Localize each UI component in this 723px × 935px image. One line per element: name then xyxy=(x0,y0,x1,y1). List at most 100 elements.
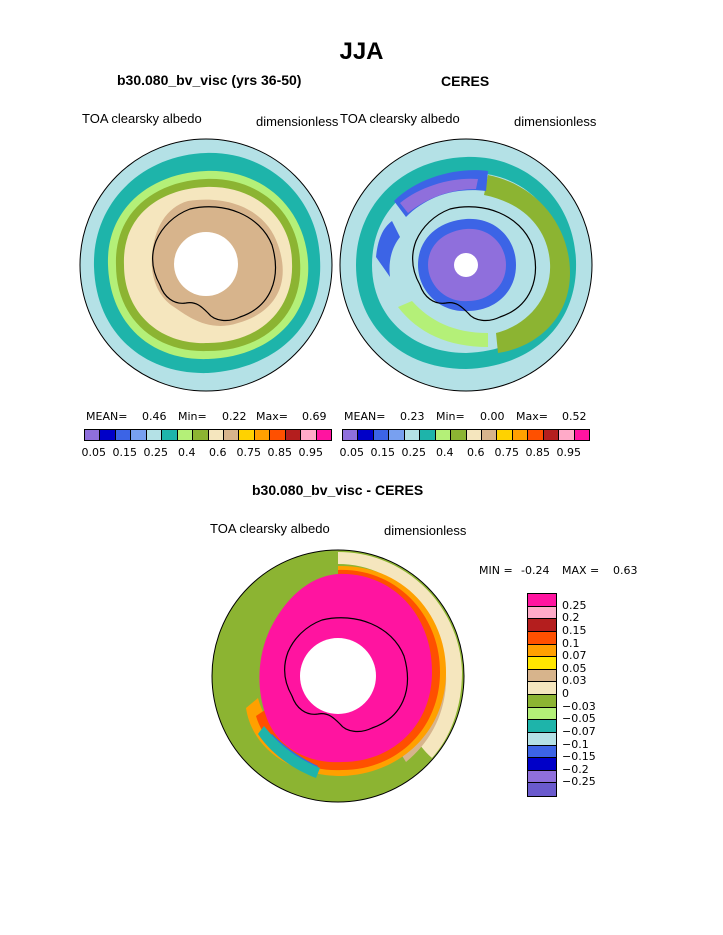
colorbar-tick-label: 0.25 xyxy=(143,446,169,459)
colorbar-tick-label: 0.15 xyxy=(112,446,138,459)
colorbar-swatch xyxy=(528,644,556,658)
panel2-mean-value: 0.23 xyxy=(400,410,425,423)
panel1-right-label: dimensionless xyxy=(256,114,339,129)
panel3-max-label: MAX = xyxy=(562,564,600,577)
colorbar-swatch xyxy=(358,430,374,440)
colorbar-tick-label: 0.85 xyxy=(267,446,293,459)
p1-coastline xyxy=(151,206,276,322)
colorbar-tick-label: 0.25 xyxy=(562,598,587,612)
panel2-right-label: dimensionless xyxy=(514,114,597,129)
panel2-colorbar xyxy=(342,429,590,441)
colorbar-tick-label: 0.03 xyxy=(562,674,587,688)
colorbar-tick-label: −0.15 xyxy=(562,750,596,764)
colorbar-swatch xyxy=(528,669,556,683)
colorbar-swatch xyxy=(115,430,132,440)
colorbar-tick-label: 0.6 xyxy=(209,446,227,459)
p2-band-blue-west xyxy=(376,221,400,277)
panel2-mean-label: MEAN= xyxy=(344,410,386,423)
colorbar-swatch xyxy=(543,430,560,440)
colorbar-swatch xyxy=(528,619,556,632)
colorbar-swatch xyxy=(223,430,240,440)
panel1-map xyxy=(79,138,333,392)
colorbar-swatch xyxy=(193,430,209,440)
panel2-min-label: Min= xyxy=(436,410,465,423)
p2-ring-green-south xyxy=(398,301,488,347)
colorbar-swatch xyxy=(528,606,556,620)
colorbar-swatch xyxy=(528,631,556,645)
p3-patch-teal xyxy=(258,726,320,778)
colorbar-swatch xyxy=(131,430,147,440)
p2-band-purple xyxy=(400,178,478,213)
colorbar-swatch xyxy=(528,732,556,746)
panel1-mean-label: MEAN= xyxy=(86,410,128,423)
colorbar-tick-label: 0.15 xyxy=(370,446,396,459)
p2-map-border xyxy=(339,138,593,392)
colorbar-swatch xyxy=(574,430,589,440)
colorbar-swatch xyxy=(404,430,421,440)
colorbar-tick-label: −0.25 xyxy=(562,775,596,789)
colorbar-swatch xyxy=(528,758,556,771)
panel3-left-label: TOA clearsky albedo xyxy=(210,521,330,536)
panel3-title: b30.080_bv_visc - CERES xyxy=(252,482,424,498)
colorbar-swatch xyxy=(100,430,116,440)
panel3-min-label: MIN = xyxy=(479,564,513,577)
p3-map-border xyxy=(211,549,465,803)
p1-pole-hole xyxy=(174,232,238,296)
main-title: JJA xyxy=(339,38,384,65)
colorbar-swatch xyxy=(85,430,101,440)
colorbar-tick-label: −0.07 xyxy=(562,724,596,738)
colorbar-swatch xyxy=(285,430,302,440)
colorbar-swatch xyxy=(435,430,452,440)
p2-pole-hole xyxy=(454,253,478,277)
colorbar-swatch xyxy=(270,430,286,440)
colorbar-tick-label: −0.1 xyxy=(562,737,589,751)
colorbar-swatch xyxy=(528,657,556,670)
colorbar-swatch xyxy=(389,430,405,440)
colorbar-swatch xyxy=(466,430,482,440)
colorbar-tick-label: −0.2 xyxy=(562,762,589,776)
colorbar-tick-label: 0.1 xyxy=(562,636,580,650)
colorbar-swatch xyxy=(559,430,575,440)
colorbar-swatch xyxy=(177,430,194,440)
colorbar-tick-label: 0.6 xyxy=(467,446,485,459)
p3-coastline xyxy=(283,617,408,733)
colorbar-tick-label: 0.95 xyxy=(298,446,324,459)
colorbar-tick-label: 0.95 xyxy=(556,446,582,459)
panel3-map xyxy=(211,549,465,803)
colorbar-swatch xyxy=(528,770,556,784)
colorbar-tick-label: 0.25 xyxy=(401,446,427,459)
colorbar-tick-label: 0.07 xyxy=(562,649,587,663)
colorbar-tick-label: 0.75 xyxy=(494,446,520,459)
colorbar-tick-label: −0.05 xyxy=(562,712,596,726)
colorbar-swatch xyxy=(481,430,498,440)
panel1-min-label: Min= xyxy=(178,410,207,423)
colorbar-swatch xyxy=(239,430,255,440)
colorbar-swatch xyxy=(301,430,317,440)
colorbar-tick-label: 0 xyxy=(562,687,569,700)
panel3-min-value: -0.24 xyxy=(521,564,550,577)
colorbar-swatch xyxy=(512,430,529,440)
colorbar-tick-label: 0.4 xyxy=(436,446,454,459)
panel2-max-value: 0.52 xyxy=(562,410,587,423)
colorbar-tick-label: 0.05 xyxy=(339,446,365,459)
colorbar-tick-label: −0.03 xyxy=(562,699,596,713)
panel2-map xyxy=(339,138,593,392)
colorbar-swatch xyxy=(528,745,556,759)
colorbar-tick-label: 0.15 xyxy=(562,623,587,637)
panel3-colorbar xyxy=(527,593,557,797)
p2-ring-green xyxy=(484,175,570,353)
panel1-max-label: Max= xyxy=(256,410,288,423)
colorbar-tick-label: 0.2 xyxy=(562,611,580,625)
colorbar-swatch xyxy=(528,682,556,695)
colorbar-tick-label: 0.85 xyxy=(525,446,551,459)
p3-pole-hole xyxy=(300,638,376,714)
colorbar-tick-label: 0.75 xyxy=(236,446,262,459)
panel2-title: CERES xyxy=(441,73,490,89)
panel1-min-value: 0.22 xyxy=(222,410,247,423)
colorbar-swatch xyxy=(451,430,467,440)
panel1-max-value: 0.69 xyxy=(302,410,327,423)
panel3-max-value: 0.63 xyxy=(613,564,638,577)
panel2-max-label: Max= xyxy=(516,410,548,423)
colorbar-swatch xyxy=(528,720,556,733)
panel1-left-label: TOA clearsky albedo xyxy=(82,111,202,126)
